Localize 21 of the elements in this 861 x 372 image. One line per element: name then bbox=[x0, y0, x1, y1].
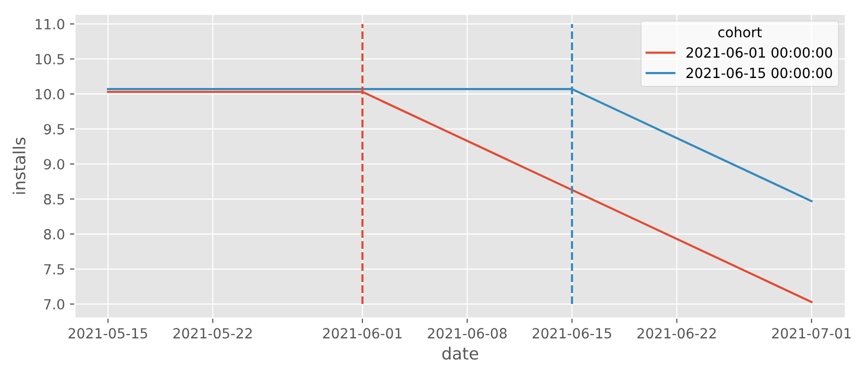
x-tick-label: 2021-06-15 bbox=[532, 328, 612, 339]
y-tick-label: 7.0 bbox=[44, 299, 64, 310]
x-tick-label: 2021-06-01 bbox=[323, 328, 402, 339]
y-tick-label: 7.5 bbox=[44, 264, 64, 275]
y-tick-label: 8.5 bbox=[44, 194, 64, 204]
x-tick-label: 2021-07-01 bbox=[772, 328, 851, 339]
x-tick-label: 2021-05-15 bbox=[68, 328, 148, 339]
legend-label: 2021-06-01 00:00:00 bbox=[686, 47, 832, 58]
legend-label: 2021-06-15 00:00:00 bbox=[686, 68, 832, 78]
legend-title: cohort bbox=[718, 26, 762, 38]
y-tick-label: 10.5 bbox=[36, 54, 64, 64]
x-tick-label: 2021-06-22 bbox=[637, 328, 716, 339]
x-tick-label: 2021-05-22 bbox=[173, 328, 252, 339]
y-tick-label: 11.0 bbox=[36, 18, 64, 30]
y-tick-label: 9.5 bbox=[44, 124, 64, 134]
y-axis-title: installs bbox=[12, 138, 26, 194]
y-tick-label: 8.0 bbox=[44, 228, 64, 240]
y-tick-label: 9.0 bbox=[44, 158, 64, 170]
x-tick-label: 2021-06-08 bbox=[428, 328, 507, 339]
x-axis-title: date bbox=[442, 346, 478, 360]
y-tick-label: 10.0 bbox=[36, 88, 64, 100]
